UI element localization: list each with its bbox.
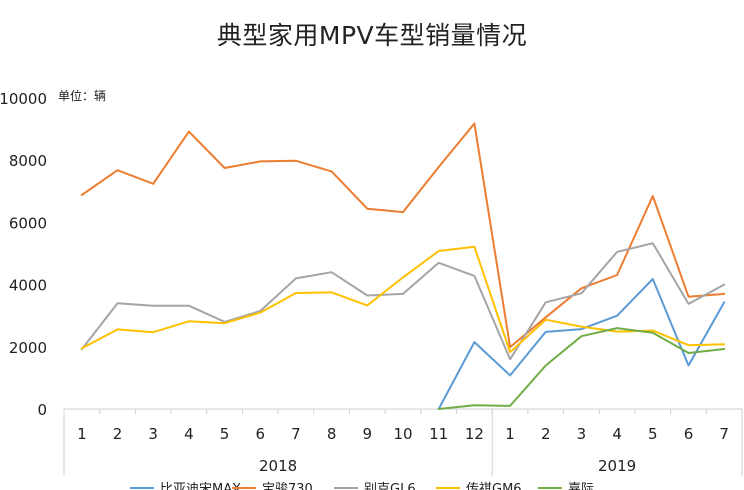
x-tick-label: 11 bbox=[429, 425, 448, 443]
y-tick-label: 4000 bbox=[9, 277, 47, 295]
chart-legend: 比亚迪宋MAX 宝骏730 别克GL6 传祺GM6 嘉际 bbox=[130, 482, 594, 490]
x-tick-label: 4 bbox=[612, 425, 622, 443]
series-line-2 bbox=[80, 242, 726, 361]
year-group-label: 2018 bbox=[259, 457, 297, 475]
x-tick-label: 1 bbox=[505, 425, 515, 443]
x-tick-label: 2 bbox=[541, 425, 551, 443]
x-tick-label: 8 bbox=[327, 425, 337, 443]
y-tick-label: 0 bbox=[37, 401, 47, 419]
x-tick-label: 3 bbox=[148, 425, 158, 443]
x-tick-label: 3 bbox=[577, 425, 587, 443]
x-tick-label: 5 bbox=[648, 425, 658, 443]
series-line-4 bbox=[437, 327, 726, 410]
legend-label: 嘉际 bbox=[568, 482, 594, 490]
chart-title: 典型家用MPV车型销量情况 bbox=[216, 21, 528, 50]
x-tick-label: 4 bbox=[184, 425, 194, 443]
chart-series-group bbox=[80, 122, 726, 410]
x-tick-label: 7 bbox=[291, 425, 301, 443]
year-group-label: 2019 bbox=[598, 457, 636, 475]
x-tick-label: 10 bbox=[393, 425, 412, 443]
y-tick-label: 6000 bbox=[9, 214, 47, 232]
x-tick-label: 9 bbox=[363, 425, 373, 443]
x-tick-label: 1 bbox=[77, 425, 87, 443]
x-tick-label: 6 bbox=[255, 425, 265, 443]
legend-label: 比亚迪宋MAX bbox=[160, 482, 241, 490]
y-tick-label: 2000 bbox=[9, 339, 47, 357]
series-line-3 bbox=[80, 245, 726, 354]
series-line-1 bbox=[80, 122, 726, 349]
series-line-0 bbox=[437, 278, 726, 410]
legend-label: 别克GL6 bbox=[364, 482, 416, 490]
x-tick-label: 5 bbox=[220, 425, 230, 443]
y-tick-label: 8000 bbox=[9, 152, 47, 170]
x-tick-label: 2 bbox=[113, 425, 123, 443]
x-tick-label: 6 bbox=[684, 425, 694, 443]
legend-label: 宝骏730 bbox=[262, 482, 313, 490]
y-tick-label: 10000 bbox=[0, 90, 47, 108]
legend-label: 传祺GM6 bbox=[466, 482, 522, 490]
unit-label: 单位：辆 bbox=[58, 89, 107, 103]
x-tick-label: 7 bbox=[719, 425, 729, 443]
x-tick-label: 12 bbox=[465, 425, 484, 443]
